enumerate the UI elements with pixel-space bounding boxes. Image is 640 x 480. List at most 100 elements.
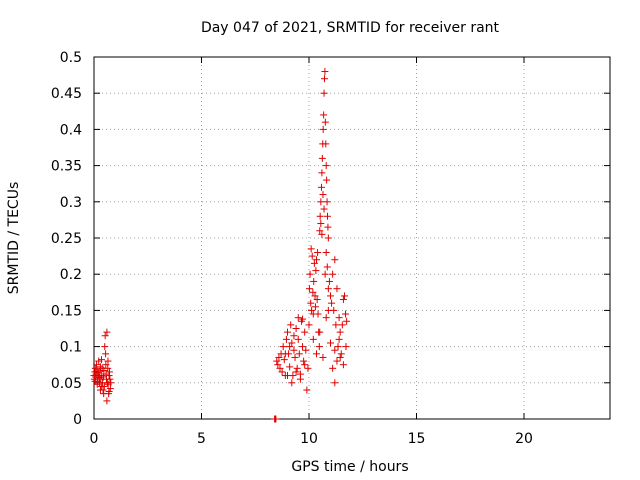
data-point xyxy=(307,299,315,307)
data-point xyxy=(282,335,290,343)
data-point xyxy=(107,379,115,387)
x-tick-label: 15 xyxy=(408,431,426,447)
data-point xyxy=(313,256,321,264)
data-point xyxy=(321,67,329,75)
data-point xyxy=(102,350,110,358)
y-tick-label: 0.35 xyxy=(51,159,82,175)
data-point xyxy=(278,368,286,376)
data-point xyxy=(312,267,320,275)
gridlines xyxy=(94,57,610,419)
data-point xyxy=(305,285,313,293)
data-point xyxy=(305,321,313,329)
data-point xyxy=(322,314,330,322)
data-point xyxy=(304,364,312,372)
data-point xyxy=(96,386,104,394)
data-point xyxy=(302,346,310,354)
data-point xyxy=(311,292,319,300)
data-point xyxy=(290,346,298,354)
data-point xyxy=(324,285,332,293)
data-point xyxy=(316,227,324,235)
data-point xyxy=(300,357,308,365)
data-point xyxy=(93,366,101,374)
x-axis-label: GPS time / hours xyxy=(291,459,408,475)
y-tick-label: 0.3 xyxy=(60,195,82,211)
data-point xyxy=(290,332,298,340)
data-point xyxy=(313,350,321,358)
data-point xyxy=(301,328,309,336)
data-point xyxy=(100,390,108,398)
data-point xyxy=(309,335,317,343)
data-point xyxy=(102,361,110,369)
data-point xyxy=(331,346,339,354)
data-point xyxy=(103,397,111,405)
data-point xyxy=(322,248,330,256)
data-point xyxy=(293,364,301,372)
data-point xyxy=(301,361,309,369)
data-point xyxy=(323,212,331,220)
y-tick-label: 0.25 xyxy=(51,231,82,247)
data-point xyxy=(328,299,336,307)
data-point xyxy=(316,212,324,220)
data-point xyxy=(319,191,327,199)
data-point xyxy=(316,328,324,336)
data-point xyxy=(324,234,332,242)
data-point xyxy=(317,198,325,206)
data-point xyxy=(103,328,111,336)
data-point xyxy=(275,353,283,361)
data-point xyxy=(323,263,331,271)
data-point xyxy=(335,314,343,322)
data-point xyxy=(324,223,332,231)
data-point xyxy=(276,364,284,372)
data-point xyxy=(294,314,302,322)
data-point xyxy=(317,183,325,191)
data-point xyxy=(284,328,291,336)
y-tick-label: 0 xyxy=(73,412,82,428)
data-point xyxy=(323,198,331,206)
data-point xyxy=(335,335,343,343)
data-point xyxy=(319,125,327,133)
data-point xyxy=(340,292,348,300)
data-point xyxy=(315,343,323,351)
data-point xyxy=(284,372,291,380)
data-points xyxy=(90,67,351,423)
data-point xyxy=(331,379,339,387)
data-point xyxy=(325,277,333,285)
data-point xyxy=(313,296,321,304)
data-point xyxy=(338,321,346,329)
data-point xyxy=(105,368,113,376)
data-point xyxy=(292,325,300,332)
data-point xyxy=(288,339,296,347)
data-point xyxy=(299,315,307,323)
data-point xyxy=(288,379,296,387)
data-point xyxy=(279,343,287,351)
data-point xyxy=(320,89,328,97)
data-point xyxy=(339,361,347,369)
data-point xyxy=(295,350,303,358)
data-point xyxy=(286,363,294,371)
data-point xyxy=(336,353,344,361)
data-point xyxy=(274,361,282,369)
y-tick-label: 0.1 xyxy=(60,340,82,356)
data-point xyxy=(308,306,316,314)
data-point xyxy=(91,377,99,385)
data-point xyxy=(91,364,99,372)
data-point xyxy=(306,270,314,278)
data-point xyxy=(106,375,114,383)
data-point xyxy=(96,363,104,371)
x-tick-label: 10 xyxy=(300,431,318,447)
data-point xyxy=(280,356,288,364)
data-point xyxy=(292,368,300,376)
data-point xyxy=(342,310,350,318)
tick-labels: 0 5 10 15 20 0 0.05 0.1 0.15 0.2 0.25 0.3 0.35 0.4 0.4… xyxy=(51,50,533,447)
data-point xyxy=(291,353,299,361)
data-point xyxy=(321,270,329,278)
data-point xyxy=(94,369,102,377)
data-point xyxy=(95,373,103,381)
y-tick-label: 0.15 xyxy=(51,303,82,319)
data-point xyxy=(322,140,330,148)
data-point xyxy=(327,292,334,300)
data-point xyxy=(320,75,328,83)
y-tick-label: 0.2 xyxy=(60,267,82,283)
